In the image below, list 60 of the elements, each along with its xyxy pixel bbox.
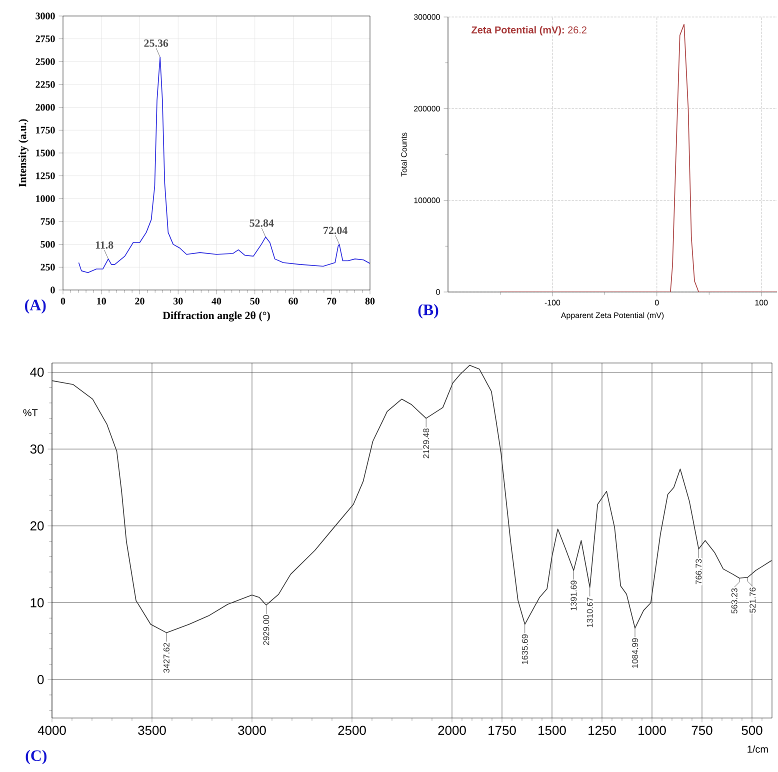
text: (C) — [26, 750, 47, 764]
x-tick-label: 1000 — [638, 726, 666, 735]
y-tick-label: 0 — [38, 674, 44, 684]
text: (B) — [418, 304, 438, 318]
annotation: 52.84 — [250, 219, 274, 227]
y-axis-title: Intensity (a.u.) — [18, 119, 28, 187]
x-tick-label: 1750 — [488, 726, 516, 735]
x-tick-label: 1500 — [538, 726, 566, 735]
x-axis-title: 1/cm — [748, 745, 768, 753]
x-tick-label: 80 — [365, 298, 375, 304]
y-tick-label: 2250 — [36, 81, 55, 88]
y-tick-label: 500 — [40, 240, 55, 248]
y-tick-label: 0 — [50, 286, 55, 294]
y-tick-label: 20 — [30, 521, 44, 530]
y-tick-label: 250 — [40, 264, 55, 271]
annotation: 11.8 — [96, 241, 114, 249]
y-tick-label: 1750 — [36, 126, 55, 134]
y-tick-label: 1250 — [36, 172, 55, 180]
annotation: 1310.67 — [586, 598, 593, 628]
annotation: Zeta Potential (mV): 26.2 — [472, 26, 586, 36]
x-tick-label: 10 — [97, 298, 106, 304]
x-tick-label: 30 — [174, 298, 183, 304]
x-tick-label: 70 — [327, 298, 336, 304]
y-tick-label: 2750 — [36, 35, 55, 42]
annotation: 563.23 — [731, 588, 738, 614]
annotation: 25.36 — [144, 40, 168, 47]
x-tick-label: 0 — [60, 298, 66, 304]
y-tick-label: 1500 — [36, 150, 55, 156]
y-tick-label: 3000 — [36, 12, 55, 20]
annotation: 72.04 — [324, 226, 348, 234]
y-tick-label: 2000 — [36, 104, 55, 111]
x-tick-label: 20 — [135, 298, 144, 304]
x-tick-label: 1250 — [588, 726, 616, 735]
x-tick-label: 50 — [250, 298, 260, 304]
x-tick-label: 2500 — [338, 726, 366, 735]
annotation: 3427.62 — [163, 642, 170, 673]
y-tick-label: 1000 — [36, 195, 55, 202]
x-tick-label: 3000 — [238, 726, 266, 735]
annotation: 766.73 — [696, 559, 702, 584]
annotation: 1084.99 — [632, 638, 638, 668]
y-tick-label: 10 — [30, 598, 44, 608]
text: (A) — [25, 299, 46, 314]
y-tick-label: 2500 — [36, 58, 55, 66]
x-tick-label: 2000 — [438, 726, 466, 735]
y-tick-label: 30 — [30, 444, 44, 454]
y-tick-label: 40 — [30, 368, 44, 377]
x-tick-label: 40 — [212, 298, 222, 304]
x-tick-label: 60 — [288, 298, 298, 304]
x-tick-label: 3500 — [138, 726, 166, 735]
annotation: 1635.69 — [522, 634, 528, 664]
x-axis-title: Diffraction angle 2θ (°) — [162, 311, 270, 322]
x-tick-label: 750 — [692, 726, 712, 735]
x-tick-label: 4000 — [38, 726, 66, 735]
y-axis-title: %T — [23, 409, 38, 416]
annotation: 2129.48 — [423, 428, 430, 458]
y-tick-label: 750 — [40, 218, 55, 225]
annotation: 1391.69 — [570, 580, 577, 610]
x-tick-label: 500 — [742, 726, 762, 735]
annotation: 521.76 — [750, 588, 756, 613]
annotation: 2929.00 — [263, 615, 270, 645]
